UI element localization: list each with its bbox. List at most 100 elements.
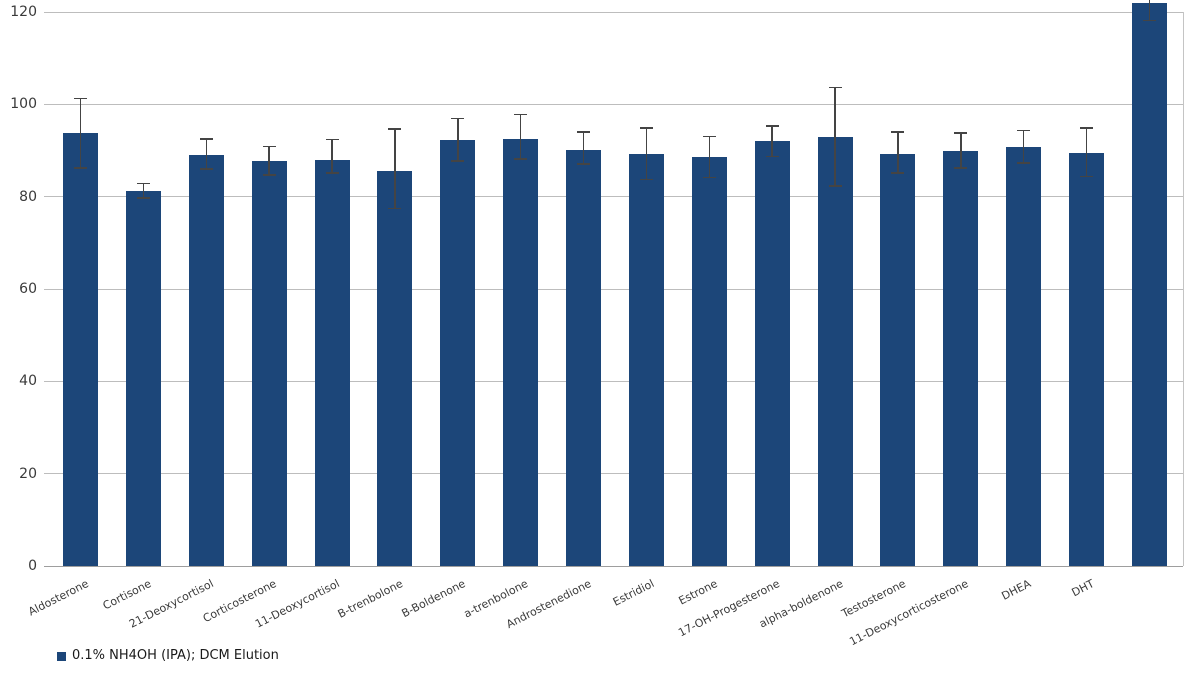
bar-a-trenbolone xyxy=(503,138,539,566)
error-cap-low-testosterone xyxy=(891,172,905,174)
error-bar-estridiol xyxy=(645,127,648,181)
error-cap-low-cortisone xyxy=(136,197,150,199)
error-cap-high-alpha-boldenone xyxy=(828,86,842,89)
x-tick-label-estrone: Estrone xyxy=(676,577,720,608)
error-cap-high-dht xyxy=(1080,127,1094,129)
error-bar-dhea xyxy=(1022,129,1025,164)
x-tick-label-b-trenbolone: B-trenbolone xyxy=(335,577,405,621)
bar-unlabeled xyxy=(1131,2,1167,566)
bar-cortisone xyxy=(125,190,161,566)
error-bar-alpha-boldenone xyxy=(834,86,836,187)
error-cap-high-estrone xyxy=(702,135,716,138)
bar-b-trenbolone xyxy=(377,170,413,566)
bar-testosterone xyxy=(880,154,916,566)
error-cap-low-b-trenbolone xyxy=(388,207,402,210)
error-bar-b-trenbolone xyxy=(394,128,396,210)
error-bar-corticosterone xyxy=(268,145,270,176)
error-cap-high-estridiol xyxy=(639,127,653,129)
legend-swatch-icon xyxy=(57,651,66,661)
error-cap-low-androstenedione xyxy=(577,163,591,165)
legend: 0.1% NH4OH (IPA); DCM Elution xyxy=(57,648,279,664)
error-cap-high-11-deoxycortisol xyxy=(325,138,339,141)
y-tick-label-40: 40 xyxy=(19,373,37,390)
error-cap-low-estrone xyxy=(702,176,716,179)
y-tick-label-20: 20 xyxy=(19,465,37,482)
x-tick-label-dht: DHT xyxy=(1069,577,1097,600)
y-tick-label-80: 80 xyxy=(19,188,37,205)
y-tick-label-120: 120 xyxy=(10,4,37,20)
legend-label: 0.1% NH4OH (IPA); DCM Elution xyxy=(72,648,279,663)
error-cap-high-testosterone xyxy=(891,131,905,133)
error-bar-11-deoxycortisol xyxy=(331,138,333,174)
error-cap-high-a-trenbolone xyxy=(514,113,528,116)
error-cap-low-aldosterone xyxy=(74,167,87,169)
bar-11-deoxycorticosterone xyxy=(943,150,979,566)
bar-b-boldenone xyxy=(440,139,476,566)
x-tick-label-dhea: DHEA xyxy=(999,577,1034,603)
error-cap-low-estridiol xyxy=(639,178,653,181)
x-tick-label-aldosterone: Aldosterone xyxy=(25,577,91,619)
gridline-20 xyxy=(44,473,1183,475)
error-bar-a-trenbolone xyxy=(519,113,522,160)
gridline-80 xyxy=(44,196,1183,198)
gridline-120 xyxy=(44,11,1183,13)
error-cap-low-dht xyxy=(1080,175,1094,178)
x-tick-label-b-boldenone: B-Boldenone xyxy=(399,577,468,621)
gridline-60 xyxy=(44,288,1183,290)
error-bar-11-deoxycorticosterone xyxy=(960,132,962,169)
plot-area xyxy=(44,0,1184,567)
y-tick-label-100: 100 xyxy=(10,96,37,113)
error-cap-high-aldosterone xyxy=(74,97,87,100)
error-bar-estrone xyxy=(708,135,711,179)
gridline-100 xyxy=(44,103,1183,105)
error-bar-aldosterone xyxy=(79,97,82,169)
error-cap-low-21-deoxycortisol xyxy=(199,168,213,170)
error-cap-high-11-deoxycorticosterone xyxy=(954,132,968,134)
error-cap-high-dhea xyxy=(1017,129,1031,132)
error-cap-low-11-deoxycorticosterone xyxy=(954,167,968,169)
error-bar-cortisone xyxy=(142,182,145,199)
error-cap-low-17-oh-progesterone xyxy=(765,155,779,158)
error-cap-high-17-oh-progesterone xyxy=(765,125,779,127)
error-cap-high-b-trenbolone xyxy=(388,128,402,130)
error-cap-low-11-deoxycortisol xyxy=(325,172,339,174)
error-bar-testosterone xyxy=(897,131,899,174)
x-tick-label-cortisone: Cortisone xyxy=(100,577,154,613)
error-cap-high-cortisone xyxy=(136,182,150,185)
error-cap-low-a-trenbolone xyxy=(514,158,528,160)
bar-estrone xyxy=(691,156,727,566)
error-cap-high-androstenedione xyxy=(577,131,591,133)
bar-alpha-boldenone xyxy=(817,136,853,566)
bar-androstenedione xyxy=(566,149,602,566)
error-cap-low-unlabeled xyxy=(1142,19,1156,22)
error-cap-high-b-boldenone xyxy=(451,117,465,120)
error-bar-androstenedione xyxy=(582,131,585,165)
y-tick-label-60: 60 xyxy=(19,281,37,297)
bar-17-oh-progesterone xyxy=(754,141,790,566)
x-tick-label-estridiol: Estridiol xyxy=(610,577,657,609)
error-cap-low-corticosterone xyxy=(262,174,276,176)
gridline-40 xyxy=(44,380,1183,382)
error-cap-high-21-deoxycortisol xyxy=(199,138,213,140)
error-bar-unlabeled xyxy=(1148,0,1151,22)
error-bar-dht xyxy=(1085,127,1088,178)
gridline-0 xyxy=(44,565,1183,567)
x-tick-label-17-oh-progesterone: 17-OH-Progesterone xyxy=(676,577,783,640)
bar-corticosterone xyxy=(251,160,287,566)
error-cap-low-b-boldenone xyxy=(451,160,465,162)
error-bar-b-boldenone xyxy=(457,117,459,162)
error-cap-low-dhea xyxy=(1017,162,1031,164)
error-bar-17-oh-progesterone xyxy=(771,125,773,158)
y-tick-label-0: 0 xyxy=(28,558,37,574)
bar-11-deoxycortisol xyxy=(314,159,350,566)
bar-dhea xyxy=(1006,146,1042,566)
bar-aldosterone xyxy=(63,132,98,566)
bar-estridiol xyxy=(628,154,664,566)
error-bar-21-deoxycortisol xyxy=(205,138,207,170)
bar-21-deoxycortisol xyxy=(188,155,224,566)
x-tick-label-11-deoxycorticosterone: 11-Deoxycorticosterone xyxy=(847,577,971,649)
error-cap-low-alpha-boldenone xyxy=(828,185,842,187)
error-cap-high-corticosterone xyxy=(262,145,276,148)
bar-dht xyxy=(1069,153,1105,566)
